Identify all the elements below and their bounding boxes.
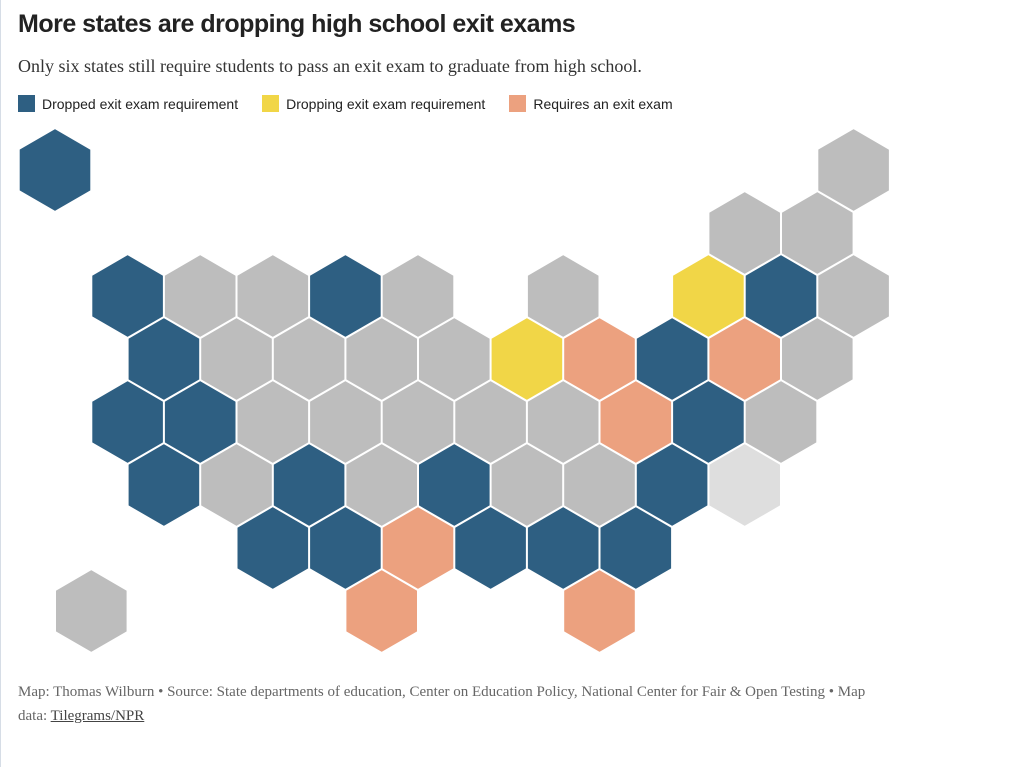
state-hex-light	[708, 442, 782, 528]
state-hex-dropped	[635, 442, 709, 528]
state-hex-dropped	[91, 379, 165, 465]
state-hex-none	[345, 442, 419, 528]
legend-item-dropping: Dropping exit exam requirement	[262, 95, 485, 112]
state-hex-none	[744, 379, 818, 465]
state-hex-none	[163, 253, 237, 339]
state-hex-none	[345, 316, 419, 402]
state-hex-none	[200, 316, 273, 402]
state-hex-dropped	[18, 127, 92, 213]
credit-text: Map: Thomas Wilburn • Source: State depa…	[18, 684, 866, 724]
legend-swatch-requires	[509, 95, 527, 112]
state-hex-none	[708, 190, 782, 276]
state-hex-none	[817, 127, 891, 213]
state-hex-dropped	[599, 505, 673, 591]
state-hex-dropped	[163, 379, 237, 465]
hex-tile-map	[18, 127, 891, 654]
map-title: More states are dropping high school exi…	[18, 10, 576, 38]
state-hex-dropped	[671, 379, 745, 465]
state-hex-dropped	[127, 316, 201, 402]
tilegrams-link[interactable]: Tilegrams/NPR	[50, 708, 145, 724]
legend-item-dropped: Dropped exit exam requirement	[18, 95, 238, 112]
legend-label-dropping: Dropping exit exam requirement	[286, 95, 486, 112]
state-hex-none	[236, 379, 310, 465]
state-hex-none	[381, 253, 455, 339]
state-hex-dropped	[526, 505, 600, 591]
state-hex-none	[780, 190, 854, 276]
state-hex-none	[526, 253, 600, 339]
state-hex-none	[526, 379, 600, 465]
state-hex-dropped	[454, 505, 528, 591]
state-hex-dropped	[236, 505, 310, 591]
state-hex-dropped	[308, 253, 382, 339]
state-hex-dropped	[635, 316, 709, 402]
map-subtitle: Only six states still require students t…	[18, 56, 642, 76]
state-hex-dropped	[417, 442, 491, 528]
legend-label-requires: Requires an exit exam	[533, 95, 673, 112]
state-hex-requires	[562, 316, 637, 402]
state-hex-none	[272, 316, 346, 402]
state-hex-requires	[381, 505, 455, 591]
state-hex-none	[562, 442, 637, 528]
state-hex-dropped	[272, 442, 346, 528]
state-hex-dropped	[308, 505, 382, 591]
state-hex-dropping	[490, 316, 564, 402]
state-hex-none	[308, 379, 382, 465]
state-hex-none	[54, 568, 128, 654]
state-hex-requires	[345, 568, 419, 654]
state-hex-none	[417, 316, 491, 402]
state-hex-dropping	[671, 253, 745, 339]
state-hex-requires	[599, 379, 673, 465]
legend: Dropped exit exam requirement Dropping e…	[18, 95, 697, 112]
state-hex-none	[200, 442, 273, 528]
state-hex-none	[454, 379, 528, 465]
state-hex-dropped	[127, 442, 201, 528]
legend-label-dropped: Dropped exit exam requirement	[42, 95, 239, 112]
state-hex-none	[236, 253, 310, 339]
legend-item-requires: Requires an exit exam	[509, 95, 673, 112]
legend-swatch-dropped	[18, 95, 35, 112]
credit-line: Map: Thomas Wilburn • Source: State depa…	[18, 680, 898, 728]
state-hex-none	[780, 316, 854, 402]
state-hex-requires	[708, 316, 782, 402]
state-hex-dropped	[744, 253, 818, 339]
state-hex-dropped	[91, 253, 165, 339]
state-hex-none	[817, 253, 891, 339]
state-hex-requires	[562, 568, 637, 654]
state-hex-none	[490, 442, 564, 528]
legend-swatch-dropping	[262, 95, 280, 112]
state-hex-none	[381, 379, 455, 465]
left-border-rule	[0, 0, 1, 767]
